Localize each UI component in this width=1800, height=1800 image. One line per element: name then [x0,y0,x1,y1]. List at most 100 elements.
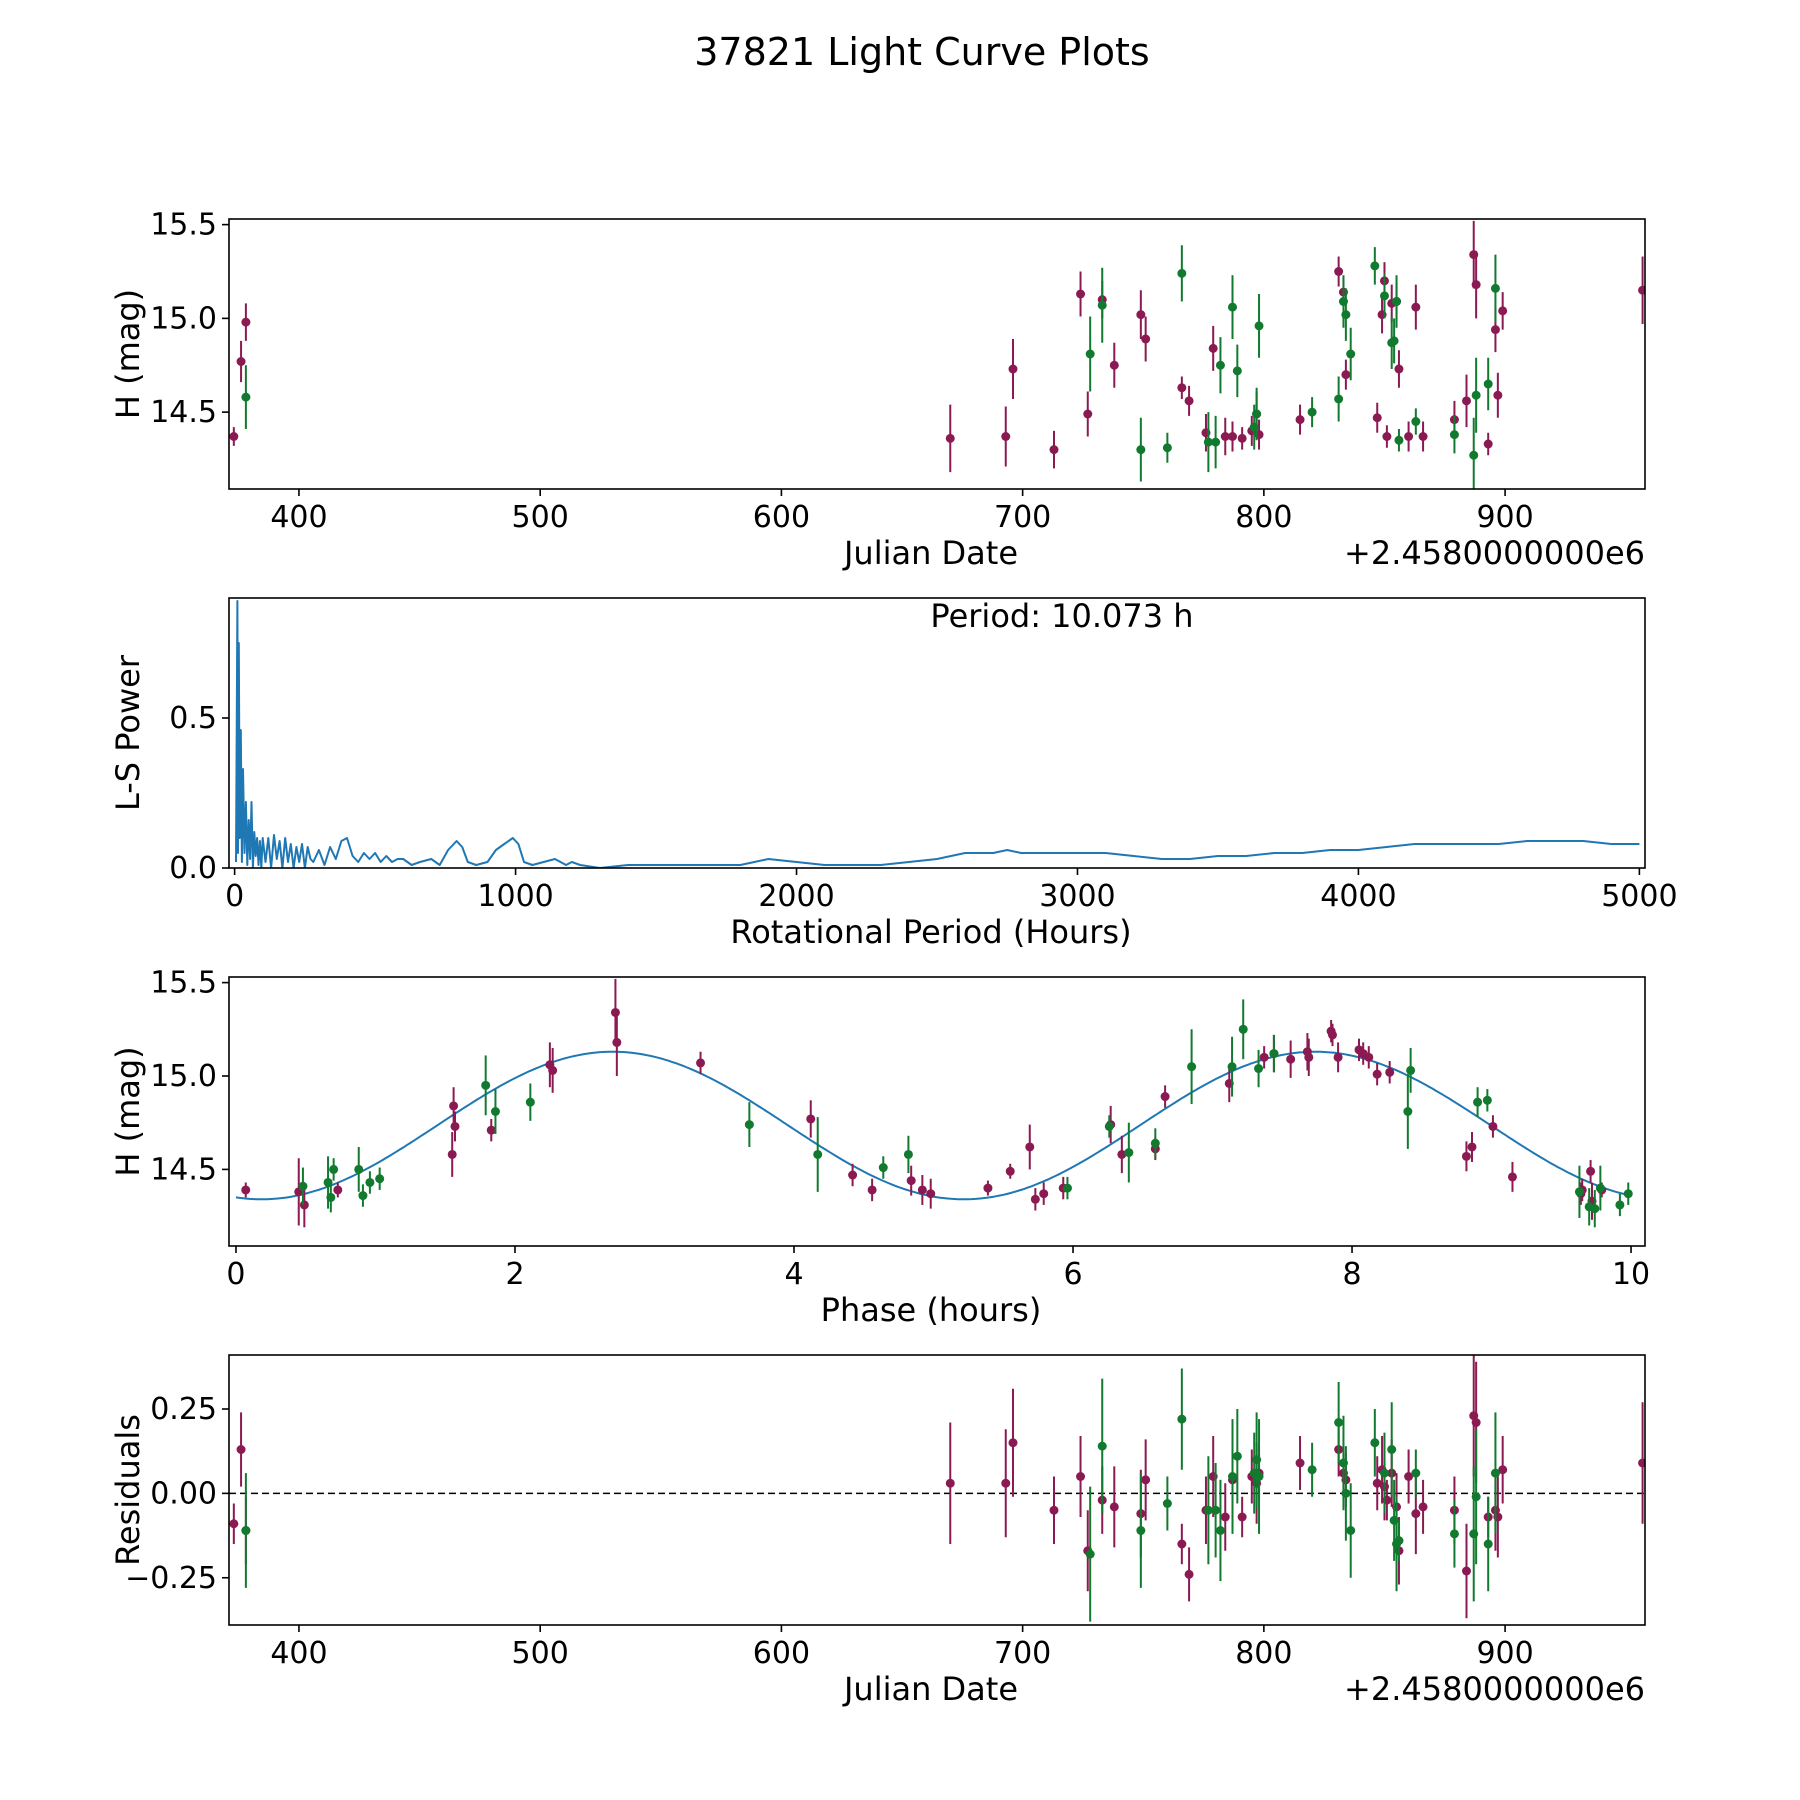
filter-b-point [1136,445,1146,455]
filter-a-point [1076,1472,1086,1481]
filter-b-point [1211,437,1221,447]
filter-a-point [1076,289,1086,299]
filter-b-point [1334,394,1344,404]
filter-b-point [375,1174,385,1184]
filter-a-point [450,1121,460,1131]
filter-b-point [1406,1065,1416,1075]
filter-a-point [1237,1512,1247,1522]
filter-a-point [1184,1569,1194,1579]
filter-b-point [1449,430,1459,440]
filter-a-point [1001,432,1011,441]
y-tick-label: −0.25 [125,1561,217,1596]
x-tick-label: 700 [994,1636,1051,1671]
y-tick-label: 15.0 [150,1059,217,1094]
filter-b-point [1379,291,1389,301]
filter-a-point [1490,325,1500,335]
filter-a-point [1141,1475,1151,1485]
filter-a-point [1372,1478,1382,1488]
x-tick-label: 2 [505,1257,524,1292]
filter-b-point [1483,1539,1493,1549]
x-tick-label: 10 [1612,1257,1650,1292]
filter-b-point [1615,1200,1625,1210]
filter-b-point [1252,409,1262,419]
filter-b-point [298,1181,308,1191]
filter-a-point [1117,1149,1127,1159]
filter-a-point [299,1200,309,1210]
filter-b-point [1215,360,1225,370]
filter-b-point [1269,1049,1279,1059]
filter-a-point [1083,409,1093,419]
filter-a-point [1483,439,1493,449]
filter-b-point [1471,390,1481,400]
plot-area [235,600,1640,868]
y-tick-label: 0.5 [169,701,217,736]
subplot-phase-folded: 0 2 4 6 8 10 14.5 15.0 15.5 Phase (hours) H (mag) [109,966,1650,1329]
filter-a-point [1507,1172,1517,1182]
plot-area [235,978,1633,1228]
filter-a-point [1493,390,1503,400]
filter-b-point [1254,1064,1264,1074]
filter-b-point [1228,1472,1238,1481]
filter-a-point [447,1149,457,1159]
filter-a-point [1177,383,1187,393]
filter-b-point [1411,1468,1421,1478]
filter-b-point [1341,310,1351,320]
filter-b-point [1346,1526,1356,1535]
filter-b-point [1238,1024,1248,1034]
x-tick-label: 400 [270,500,327,535]
filter-a-point [983,1183,993,1193]
filter-b-point [1228,302,1238,312]
filter-a-point [1109,1502,1119,1512]
filter-a-point [1208,343,1218,353]
filter-b-point [329,1164,339,1174]
x-axis-label: Julian Date [842,1670,1018,1708]
y-axis-label: H (mag) [109,289,147,419]
x-axis-label: Phase (hours) [821,1291,1042,1329]
filter-a-point [486,1125,496,1135]
filter-a-point [945,433,955,443]
filter-b-point [1482,1095,1492,1105]
y-axis-label: H (mag) [109,1046,147,1176]
filter-a-point [1184,396,1194,406]
y-axis-label: L-S Power [109,654,147,811]
filter-a-point [806,1114,816,1124]
filter-a-point [1109,360,1119,370]
filter-b-point [1392,297,1402,306]
y-axis-label: Residuals [109,1414,147,1566]
filter-b-point [1394,1536,1404,1546]
filter-b-point [1232,366,1242,376]
filter-b-point [1097,300,1107,310]
filter-a-point [1008,364,1018,374]
filter-b-point [1203,437,1213,447]
x-tick-label: 500 [512,500,569,535]
filter-a-point [1039,1189,1049,1199]
filter-b-point [1574,1187,1584,1197]
filter-a-point [1177,1539,1187,1549]
filter-a-point [1334,267,1344,276]
filter-a-point [1030,1194,1040,1204]
filter-a-point [1382,432,1392,441]
y-tick-label: 0.0 [169,851,217,886]
filter-a-point [1025,1142,1035,1152]
y-tick-label: 14.5 [150,395,217,430]
x-axis-label: Rotational Period (Hours) [730,913,1131,951]
filter-b-point [326,1192,336,1202]
filter-b-point [1232,1451,1242,1461]
filter-a-point [1394,364,1404,374]
y-tick-label: 0.25 [150,1392,217,1427]
filter-a-point [1220,1512,1230,1522]
filter-a-point [449,1101,459,1111]
filter-b-point [1124,1148,1134,1158]
filter-a-point [1467,1142,1477,1152]
filter-b-point [1177,1414,1187,1424]
filter-a-point [1333,1052,1343,1062]
filter-b-point [241,392,251,402]
filter-b-point [481,1080,491,1090]
period-annotation: Period: 10.073 h [930,597,1193,635]
filter-b-point [878,1163,888,1173]
subplot-light-curve: 400 500 600 700 800 900 14.5 15.0 15.5 Julian Dat… [109,208,1646,572]
filter-a-point [333,1185,343,1195]
filter-a-point [1638,285,1645,295]
filter-b-point [1490,283,1500,293]
filter-a-point [1404,432,1414,441]
